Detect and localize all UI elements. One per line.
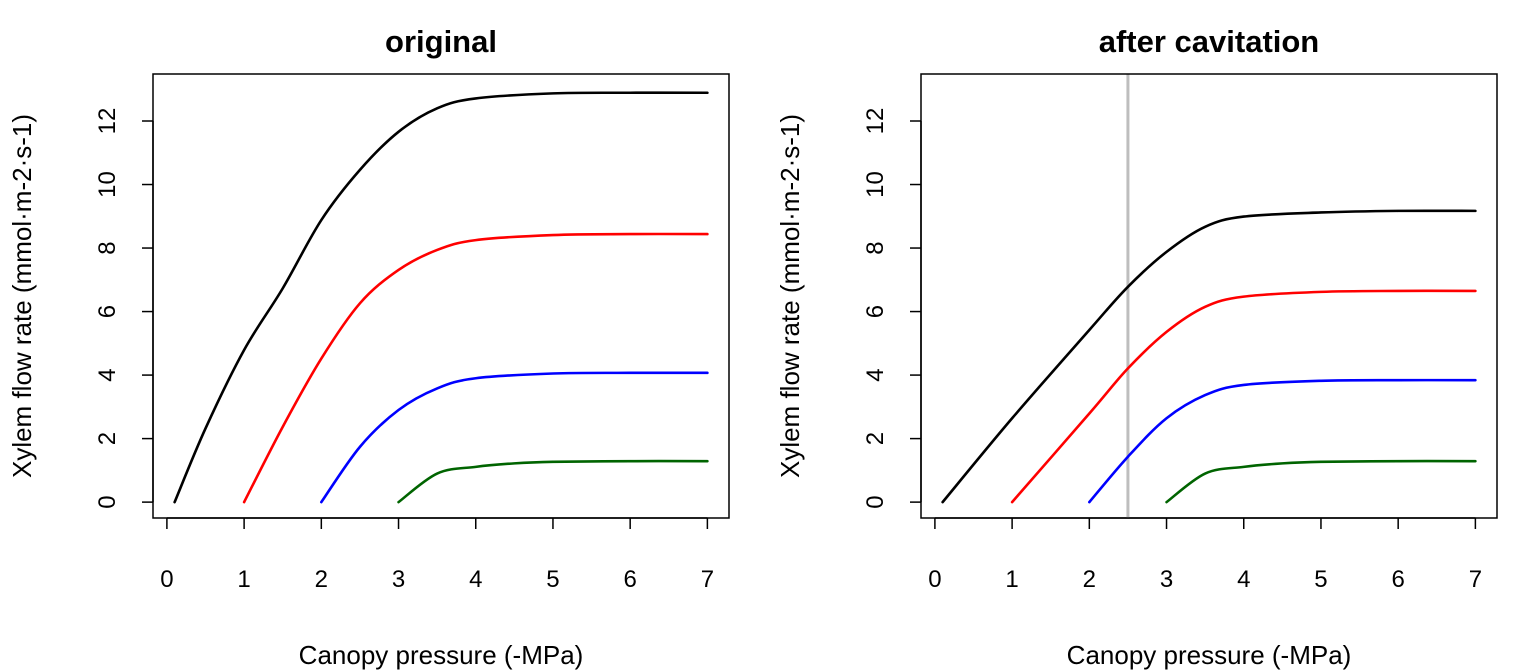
y-tick-label: 2 (862, 432, 889, 445)
y-tick-label: 0 (862, 495, 889, 508)
x-tick-label: 3 (392, 566, 405, 593)
x-tick-label: 5 (546, 566, 559, 593)
plot-frame (152, 73, 730, 519)
x-tick-label: 0 (928, 566, 941, 593)
x-tick-label: 1 (1005, 566, 1018, 593)
x-tick-label: 7 (701, 566, 714, 593)
x-tick-label: 6 (623, 566, 636, 593)
y-tick-label: 6 (862, 305, 889, 318)
x-tick-label: 1 (237, 566, 250, 593)
x-axis-label: Canopy pressure (-MPa) (1067, 640, 1352, 670)
x-tick-label: 2 (1083, 566, 1096, 593)
y-tick-label: 12 (94, 108, 121, 135)
series-line-3 (1088, 378, 1477, 504)
x-tick-label: 3 (1160, 566, 1173, 593)
y-tick-label: 10 (862, 171, 889, 198)
y-axis-label: Xylem flow rate (mmol·m-2·s-1) (7, 114, 37, 478)
x-tick-label: 0 (160, 566, 173, 593)
x-tick-label: 4 (469, 566, 482, 593)
y-tick-label: 12 (862, 108, 889, 135)
x-tick-label: 5 (1314, 566, 1327, 593)
x-tick-label: 7 (1469, 566, 1482, 593)
panel-2: after cavitation Canopy pressure (-MPa) Xy… (775, 24, 1498, 670)
series-line-2 (242, 232, 709, 504)
y-axis-label: Xylem flow rate (mmol·m-2·s-1) (775, 114, 805, 478)
plot-frame (920, 73, 1498, 519)
y-tick-label: 4 (94, 368, 121, 381)
y-tick-label: 4 (862, 368, 889, 381)
x-tick-label: 4 (1237, 566, 1250, 593)
chart-title: after cavitation (1099, 24, 1320, 59)
y-tick-label: 2 (94, 432, 121, 445)
y-tick-label: 6 (94, 305, 121, 318)
chart-title: original (385, 24, 497, 59)
y-tick-label: 8 (862, 241, 889, 254)
series-line-1 (173, 91, 709, 504)
series-line-4 (397, 459, 709, 504)
x-tick-label: 2 (315, 566, 328, 593)
panel-1: original Canopy pressure (-MPa) Xylem flow… (7, 24, 730, 670)
series-line-2 (1010, 289, 1477, 504)
series-line-4 (1165, 459, 1477, 504)
y-tick-label: 8 (94, 241, 121, 254)
x-axis-label: Canopy pressure (-MPa) (299, 640, 584, 670)
series-line-1 (941, 209, 1477, 504)
y-tick-label: 10 (94, 171, 121, 198)
x-tick-label: 6 (1391, 566, 1404, 593)
y-tick-label: 0 (94, 495, 121, 508)
series-line-3 (320, 371, 709, 504)
